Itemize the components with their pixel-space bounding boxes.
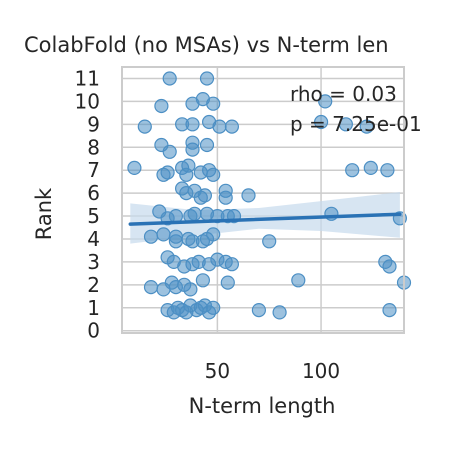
y-tick-label: 5: [87, 204, 100, 228]
data-point: [380, 163, 395, 178]
data-point: [143, 280, 159, 295]
x-tick-label: 100: [302, 359, 340, 383]
data-point: [181, 158, 196, 173]
y-axis-label: Rank: [32, 187, 56, 240]
y-tick-label: 0: [87, 319, 100, 343]
data-point: [206, 167, 221, 182]
data-point: [224, 257, 239, 272]
data-point: [206, 300, 221, 315]
data-point: [206, 227, 221, 242]
data-point: [251, 303, 266, 318]
data-point: [314, 114, 329, 130]
y-tick-label: 4: [87, 227, 100, 251]
x-tick-labels: 50 100: [205, 359, 340, 383]
data-points: [127, 71, 412, 320]
data-point: [187, 206, 202, 221]
data-point: [199, 137, 215, 153]
plot-frame: [121, 66, 405, 334]
regression-line: [128, 212, 402, 226]
data-point: [154, 98, 169, 114]
data-point: [212, 119, 227, 134]
chart-title: ColabFold (no MSAs) vs N-term len: [24, 33, 389, 57]
y-tick-label: 11: [75, 66, 100, 90]
data-point: [345, 163, 360, 178]
data-point: [185, 142, 200, 157]
data-point: [195, 273, 210, 288]
data-point: [143, 229, 159, 244]
data-point: [272, 305, 287, 320]
data-point: [185, 117, 200, 132]
y-tick-label: 3: [87, 250, 100, 274]
data-point: [162, 71, 177, 86]
y-tick-label: 8: [87, 135, 100, 159]
y-tick-label: 2: [87, 273, 100, 297]
data-point: [168, 234, 183, 249]
x-tick-label: 50: [205, 359, 230, 383]
data-point: [318, 94, 333, 109]
data-point: [262, 234, 277, 249]
data-point: [199, 71, 215, 86]
data-point: [206, 96, 221, 111]
data-point: [183, 282, 198, 297]
y-tick-label: 6: [87, 181, 100, 205]
data-point: [137, 119, 152, 134]
data-point: [162, 144, 177, 159]
data-point: [363, 160, 378, 175]
x-axis-label: N-term length: [189, 394, 336, 418]
data-point: [241, 188, 256, 203]
data-point: [127, 160, 142, 175]
data-point: [382, 259, 397, 274]
y-tick-label: 1: [87, 296, 100, 320]
data-point: [338, 117, 353, 132]
data-point: [197, 188, 212, 203]
data-point: [291, 273, 306, 288]
y-tick-label: 9: [87, 112, 100, 136]
data-point: [359, 119, 374, 134]
annotation-rho: rho = 0.03: [290, 82, 397, 106]
data-point: [220, 275, 235, 290]
data-point: [160, 165, 175, 180]
data-point: [224, 119, 239, 134]
data-point: [218, 190, 233, 205]
data-point: [382, 303, 397, 318]
y-tick-label: 10: [75, 89, 100, 113]
y-tick-label: 7: [87, 158, 100, 182]
annotation-p-value: p = 7.25e-01: [290, 112, 422, 136]
data-point: [156, 227, 171, 242]
